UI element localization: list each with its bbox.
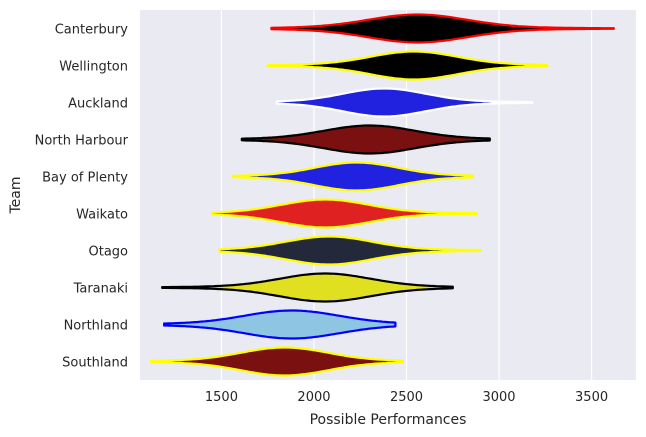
y-tick-label: Bay of Plenty xyxy=(42,171,128,186)
x-tick-label: 1500 xyxy=(205,390,238,405)
violin-taranaki xyxy=(161,272,454,303)
violins xyxy=(150,13,615,377)
violin-auckland xyxy=(275,87,534,118)
x-tick-label: 2500 xyxy=(390,390,423,405)
violin-bay-of-plenty xyxy=(231,161,475,192)
y-tick-label: Wellington xyxy=(59,60,128,75)
violin-wellington xyxy=(266,50,549,81)
violin-north-harbour xyxy=(240,124,491,155)
violin-waikato xyxy=(211,198,478,229)
y-tick-label: Taranaki xyxy=(73,282,128,297)
y-tick-labels: Canterbury Wellington Auckland North Harbou… xyxy=(35,23,129,371)
y-axis-label: Team xyxy=(8,176,24,214)
x-axis-label: Possible Performances xyxy=(310,412,467,428)
y-tick-label: Northland xyxy=(64,319,128,334)
x-tick-label: 3500 xyxy=(575,390,608,405)
y-tick-label: Southland xyxy=(62,356,128,371)
y-tick-label: Auckland xyxy=(68,97,128,112)
x-tick-labels: 1500 2000 2500 3000 3500 xyxy=(205,390,608,405)
violin-southland xyxy=(150,346,404,377)
violin-canterbury xyxy=(270,13,615,44)
violin-northland xyxy=(163,309,397,340)
y-tick-label: Waikato xyxy=(76,208,128,223)
x-tick-label: 2000 xyxy=(297,390,330,405)
violin-otago xyxy=(218,235,482,266)
x-tick-label: 3000 xyxy=(482,390,515,405)
y-tick-label: Otago xyxy=(88,245,128,260)
y-tick-label: Canterbury xyxy=(55,23,129,38)
y-tick-label: North Harbour xyxy=(35,134,129,149)
